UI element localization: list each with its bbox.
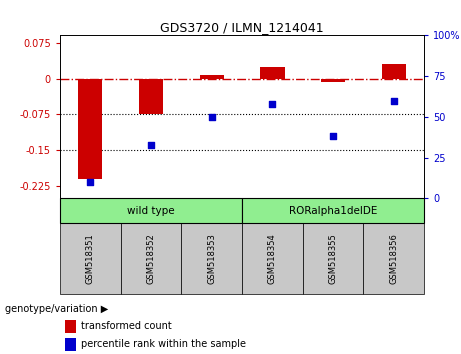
Bar [363, 223, 424, 294]
Point [148, 142, 155, 147]
Bar [321, 79, 345, 82]
Bar [242, 198, 424, 223]
Bar [78, 79, 102, 179]
Text: percentile rank within the sample: percentile rank within the sample [81, 339, 246, 349]
Bar [242, 223, 303, 294]
Point [329, 133, 337, 139]
Bar [303, 223, 363, 294]
Bar [139, 79, 163, 114]
Text: GSM518355: GSM518355 [329, 233, 337, 284]
Text: RORalpha1delDE: RORalpha1delDE [289, 206, 377, 216]
Title: GDS3720 / ILMN_1214041: GDS3720 / ILMN_1214041 [160, 21, 324, 34]
Bar [60, 198, 242, 223]
Bar [260, 67, 284, 79]
Text: transformed count: transformed count [81, 321, 171, 331]
Text: GSM518351: GSM518351 [86, 233, 95, 284]
Bar [60, 223, 121, 294]
Point [390, 98, 397, 103]
Text: GSM518354: GSM518354 [268, 233, 277, 284]
Bar [65, 320, 76, 333]
Bar [65, 338, 76, 351]
Bar [200, 75, 224, 79]
Text: GSM518352: GSM518352 [147, 233, 155, 284]
Point [269, 101, 276, 107]
Text: genotype/variation ▶: genotype/variation ▶ [5, 304, 108, 314]
Point [87, 179, 94, 185]
Point [208, 114, 215, 120]
Bar [382, 64, 406, 79]
Text: wild type: wild type [127, 206, 175, 216]
Text: GSM518353: GSM518353 [207, 233, 216, 284]
Text: GSM518356: GSM518356 [389, 233, 398, 284]
Bar [181, 223, 242, 294]
Bar [121, 223, 181, 294]
